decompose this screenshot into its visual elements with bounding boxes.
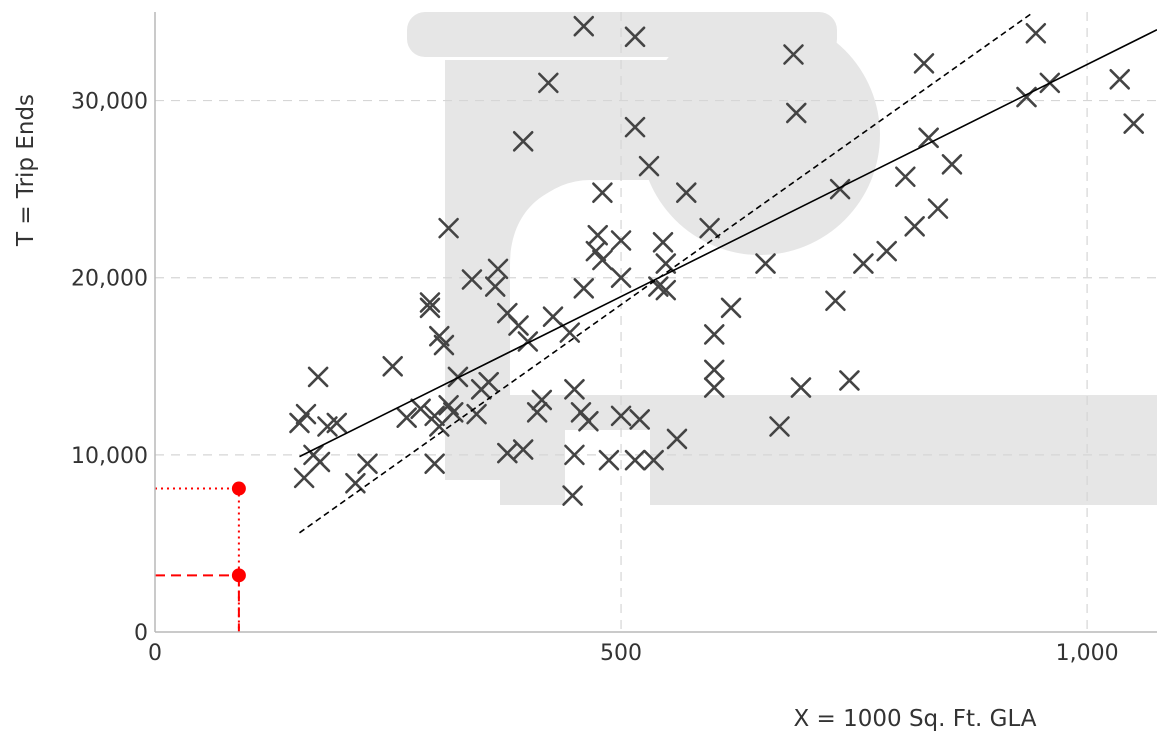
data-point bbox=[652, 231, 674, 253]
data-point bbox=[703, 324, 725, 345]
data-point bbox=[587, 224, 609, 246]
data-point bbox=[703, 377, 725, 398]
data-point bbox=[487, 258, 509, 280]
data-point bbox=[624, 26, 646, 48]
data-point bbox=[1025, 22, 1047, 44]
data-point bbox=[526, 402, 548, 423]
fit-lines bbox=[299, 13, 1157, 534]
data-point bbox=[466, 403, 487, 425]
data-point bbox=[562, 485, 583, 506]
data-point bbox=[592, 249, 613, 271]
data-point bbox=[643, 449, 664, 471]
data-point bbox=[610, 267, 632, 289]
y-tick-label: 10,000 bbox=[71, 444, 148, 469]
guide-point bbox=[231, 568, 246, 583]
data-point bbox=[876, 240, 897, 262]
data-point bbox=[410, 398, 431, 420]
data-point bbox=[927, 198, 949, 219]
data-point bbox=[720, 297, 742, 319]
data-point bbox=[918, 127, 939, 149]
data-point bbox=[564, 444, 585, 466]
x-axis-title: X = 1000 Sq. Ft. GLA bbox=[793, 706, 1036, 732]
data-point bbox=[512, 131, 534, 152]
data-point bbox=[655, 279, 677, 301]
data-point bbox=[839, 370, 860, 391]
data-point bbox=[592, 182, 613, 203]
axes bbox=[154, 12, 1157, 633]
data-point bbox=[478, 371, 499, 393]
data-point bbox=[484, 276, 506, 297]
data-point bbox=[564, 379, 585, 400]
data-point bbox=[1109, 69, 1131, 90]
data-point bbox=[585, 240, 607, 262]
data-point bbox=[829, 178, 851, 200]
data-point bbox=[419, 297, 441, 319]
y-tick-label: 30,000 bbox=[71, 90, 148, 115]
data-point bbox=[610, 405, 632, 427]
data-point bbox=[538, 72, 559, 94]
data-point bbox=[624, 116, 646, 138]
data-point bbox=[419, 292, 441, 313]
data-point bbox=[295, 403, 317, 425]
data-point bbox=[309, 451, 331, 473]
data-point bbox=[699, 217, 720, 239]
data-point bbox=[790, 377, 812, 398]
x-tick-label: 0 bbox=[148, 641, 162, 666]
data-point bbox=[508, 315, 529, 336]
tick-labels: 0 10,000 20,000 30,000 0 500 1,000 bbox=[71, 90, 1119, 666]
y-tick-label: 0 bbox=[134, 621, 148, 646]
data-point bbox=[573, 278, 595, 299]
data-point bbox=[629, 409, 650, 430]
data-point bbox=[357, 453, 378, 475]
data-points bbox=[289, 15, 1144, 506]
data-point bbox=[573, 15, 595, 37]
data-point bbox=[531, 389, 553, 411]
data-point bbox=[638, 155, 660, 177]
data-point bbox=[895, 166, 916, 188]
data-point bbox=[675, 182, 697, 203]
data-point bbox=[396, 407, 417, 428]
data-point bbox=[442, 402, 464, 423]
grid bbox=[155, 12, 1157, 632]
data-point bbox=[559, 322, 581, 343]
guide-point bbox=[231, 481, 246, 496]
data-point bbox=[913, 53, 935, 74]
data-point bbox=[610, 230, 632, 251]
data-point bbox=[825, 290, 846, 312]
data-point bbox=[424, 405, 445, 427]
data-point bbox=[853, 253, 874, 274]
data-point bbox=[517, 331, 539, 352]
y-tick-label: 20,000 bbox=[71, 267, 148, 292]
data-point bbox=[755, 253, 776, 274]
data-point bbox=[666, 428, 688, 450]
x-tick-label: 1,000 bbox=[1056, 641, 1119, 666]
highlight-guides bbox=[155, 481, 246, 632]
data-point bbox=[382, 355, 403, 377]
data-point bbox=[438, 217, 459, 239]
data-point bbox=[461, 269, 483, 290]
data-point bbox=[785, 102, 807, 124]
data-point bbox=[433, 334, 455, 356]
data-point bbox=[424, 453, 445, 475]
data-point bbox=[769, 416, 790, 437]
data-point bbox=[624, 449, 646, 471]
data-point bbox=[289, 412, 310, 434]
average-rate-line bbox=[299, 28, 1157, 458]
data-point bbox=[512, 439, 534, 460]
data-point bbox=[703, 359, 725, 381]
data-point bbox=[783, 44, 804, 65]
data-point bbox=[598, 449, 620, 471]
data-point bbox=[941, 154, 963, 175]
data-point bbox=[1123, 113, 1144, 134]
x-tick-label: 500 bbox=[600, 641, 642, 666]
data-point bbox=[578, 410, 599, 432]
data-point bbox=[326, 412, 348, 434]
data-point bbox=[542, 306, 564, 327]
data-point bbox=[904, 216, 925, 237]
y-axis-title: T = Trip Ends bbox=[13, 94, 39, 247]
data-point bbox=[307, 366, 329, 388]
